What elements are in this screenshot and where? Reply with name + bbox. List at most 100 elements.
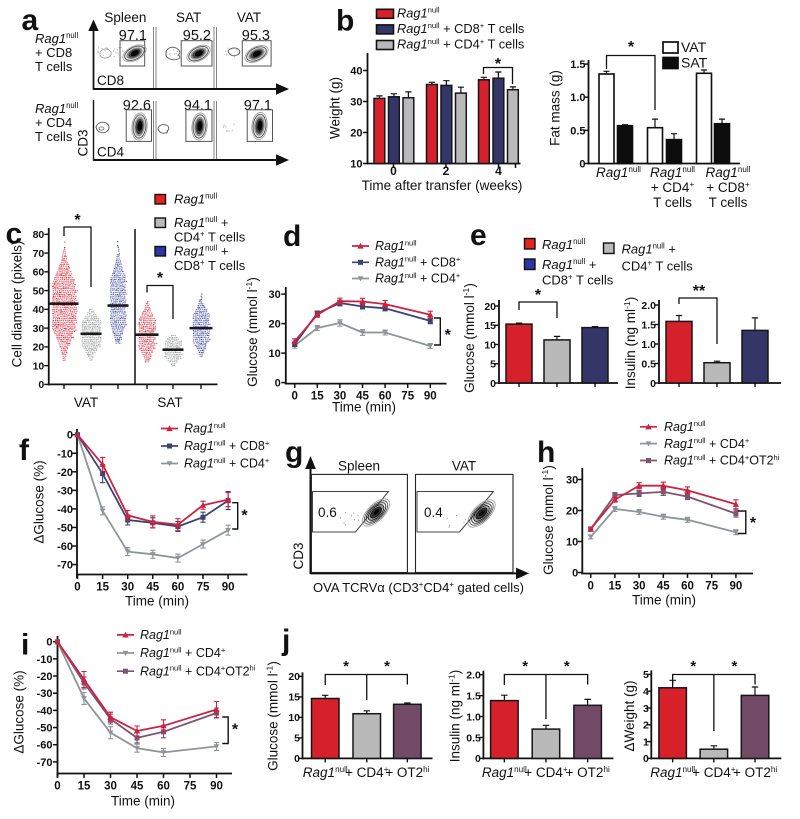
svg-text:1.5: 1.5 — [466, 690, 481, 702]
svg-text:h: h — [537, 436, 555, 469]
svg-text:T cells: T cells — [35, 59, 73, 74]
svg-text:f: f — [19, 434, 30, 467]
svg-text:*: * — [232, 722, 239, 739]
svg-text:97.1: 97.1 — [244, 98, 272, 114]
svg-text:45: 45 — [657, 581, 670, 593]
svg-text:Rag1null + CD8+ T cells: Rag1null + CD8+ T cells — [397, 21, 524, 36]
svg-text:30: 30 — [334, 391, 347, 403]
svg-text:50: 50 — [33, 285, 45, 297]
svg-text:Insulin (ng ml-1): Insulin (ng ml-1) — [622, 297, 638, 389]
svg-text:Rag1null +: Rag1null + — [622, 242, 676, 257]
svg-text:1.5: 1.5 — [641, 319, 656, 331]
svg-text:20: 20 — [350, 128, 362, 140]
svg-text:g: g — [285, 436, 303, 469]
svg-text:j: j — [281, 624, 290, 657]
svg-text:ΔGlucose (%): ΔGlucose (%) — [12, 670, 27, 753]
svg-text:90: 90 — [222, 582, 235, 594]
svg-text:*: * — [750, 515, 757, 532]
svg-text:*: * — [690, 658, 696, 675]
svg-text:-30: -30 — [57, 485, 73, 497]
svg-text:60: 60 — [172, 582, 185, 594]
svg-text:CD4: CD4 — [97, 145, 124, 160]
svg-text:92.6: 92.6 — [123, 98, 151, 114]
svg-text:15: 15 — [484, 320, 496, 332]
svg-text:VAT: VAT — [74, 395, 98, 410]
svg-text:20: 20 — [484, 301, 496, 313]
svg-text:0: 0 — [475, 753, 481, 765]
svg-text:c: c — [6, 218, 23, 251]
svg-text:0: 0 — [650, 378, 656, 390]
svg-text:0: 0 — [275, 378, 281, 390]
svg-text:75: 75 — [401, 391, 414, 403]
svg-text:Rag1null: Rag1null — [35, 101, 78, 116]
svg-text:Rag1null: Rag1null — [303, 765, 348, 780]
svg-text:15: 15 — [288, 692, 300, 704]
svg-text:0.5: 0.5 — [641, 358, 656, 370]
svg-text:+ CD4: + CD4 — [35, 115, 72, 130]
svg-text:45: 45 — [146, 582, 159, 594]
svg-text:+ OT2hi: + OT2hi — [733, 765, 777, 780]
svg-text:60: 60 — [681, 581, 694, 593]
svg-text:0: 0 — [291, 391, 297, 403]
svg-text:CD8+ T cells: CD8+ T cells — [542, 273, 614, 288]
svg-text:+ CD8: + CD8 — [35, 45, 72, 60]
svg-text:30: 30 — [566, 475, 578, 487]
svg-text:Glucose (mmol l-1): Glucose (mmol l-1) — [265, 661, 281, 771]
svg-text:*: * — [343, 658, 349, 675]
svg-text:0: 0 — [38, 379, 44, 391]
svg-text:SAT: SAT — [157, 395, 182, 410]
svg-text:-50: -50 — [37, 723, 53, 735]
svg-text:a: a — [22, 4, 39, 37]
svg-text:10: 10 — [350, 159, 362, 171]
svg-text:0: 0 — [643, 753, 649, 765]
svg-text:10: 10 — [33, 360, 45, 372]
svg-text:30: 30 — [633, 581, 646, 593]
svg-text:Glucose (mmol l-1): Glucose (mmol l-1) — [244, 277, 260, 387]
svg-text:Rag1null: Rag1null — [140, 627, 182, 642]
svg-text:-20: -20 — [57, 467, 73, 479]
svg-text:4: 4 — [643, 686, 649, 698]
svg-text:Rag1null + CD4+: Rag1null + CD4+ — [664, 436, 750, 451]
svg-text:Time (min): Time (min) — [125, 594, 189, 609]
svg-text:Rag1null + CD4+ T cells: Rag1null + CD4+ T cells — [397, 37, 524, 52]
svg-text:Rag1null + CD4+OT2hi: Rag1null + CD4+OT2hi — [664, 453, 780, 468]
svg-text:-30: -30 — [37, 688, 53, 700]
svg-text:e: e — [470, 219, 487, 252]
svg-text:0.5: 0.5 — [466, 732, 481, 744]
svg-text:+ CD4+: + CD4+ — [651, 180, 695, 195]
svg-text:70: 70 — [33, 248, 45, 260]
svg-text:+ CD4+: + CD4+ — [524, 765, 568, 780]
svg-text:60: 60 — [33, 267, 45, 279]
svg-text:Rag1null + CD8+: Rag1null + CD8+ — [375, 255, 461, 270]
svg-text:2.0: 2.0 — [466, 670, 481, 682]
svg-text:*: * — [732, 658, 738, 675]
svg-text:Rag1null: Rag1null — [174, 192, 217, 207]
svg-text:T cells: T cells — [35, 129, 73, 144]
svg-text:*: * — [564, 658, 570, 675]
svg-text:90: 90 — [424, 391, 437, 403]
svg-text:30: 30 — [269, 289, 281, 301]
svg-text:30: 30 — [104, 781, 117, 793]
svg-text:Rag1null: Rag1null — [596, 165, 641, 180]
svg-text:2.0: 2.0 — [641, 300, 656, 312]
svg-text:VAT: VAT — [237, 10, 261, 25]
svg-text:15: 15 — [96, 582, 109, 594]
svg-text:T cells: T cells — [709, 195, 748, 210]
svg-text:Rag1null: Rag1null — [650, 165, 695, 180]
svg-text:0: 0 — [490, 378, 496, 390]
svg-text:1.0: 1.0 — [466, 711, 481, 723]
svg-text:*: * — [495, 56, 502, 73]
svg-text:30: 30 — [33, 323, 45, 335]
svg-text:ΔGlucose (%): ΔGlucose (%) — [32, 460, 47, 543]
svg-text:-10: -10 — [37, 654, 53, 666]
svg-text:20: 20 — [288, 671, 300, 683]
svg-text:Rag1null: Rag1null — [184, 421, 226, 436]
svg-text:d: d — [283, 220, 301, 253]
svg-text:10: 10 — [484, 339, 496, 351]
svg-text:0: 0 — [74, 582, 80, 594]
svg-text:15: 15 — [78, 781, 91, 793]
svg-text:5: 5 — [490, 359, 496, 371]
svg-text:CD3: CD3 — [291, 542, 306, 569]
svg-text:0: 0 — [294, 753, 300, 765]
svg-text:Weight (g): Weight (g) — [328, 77, 343, 139]
